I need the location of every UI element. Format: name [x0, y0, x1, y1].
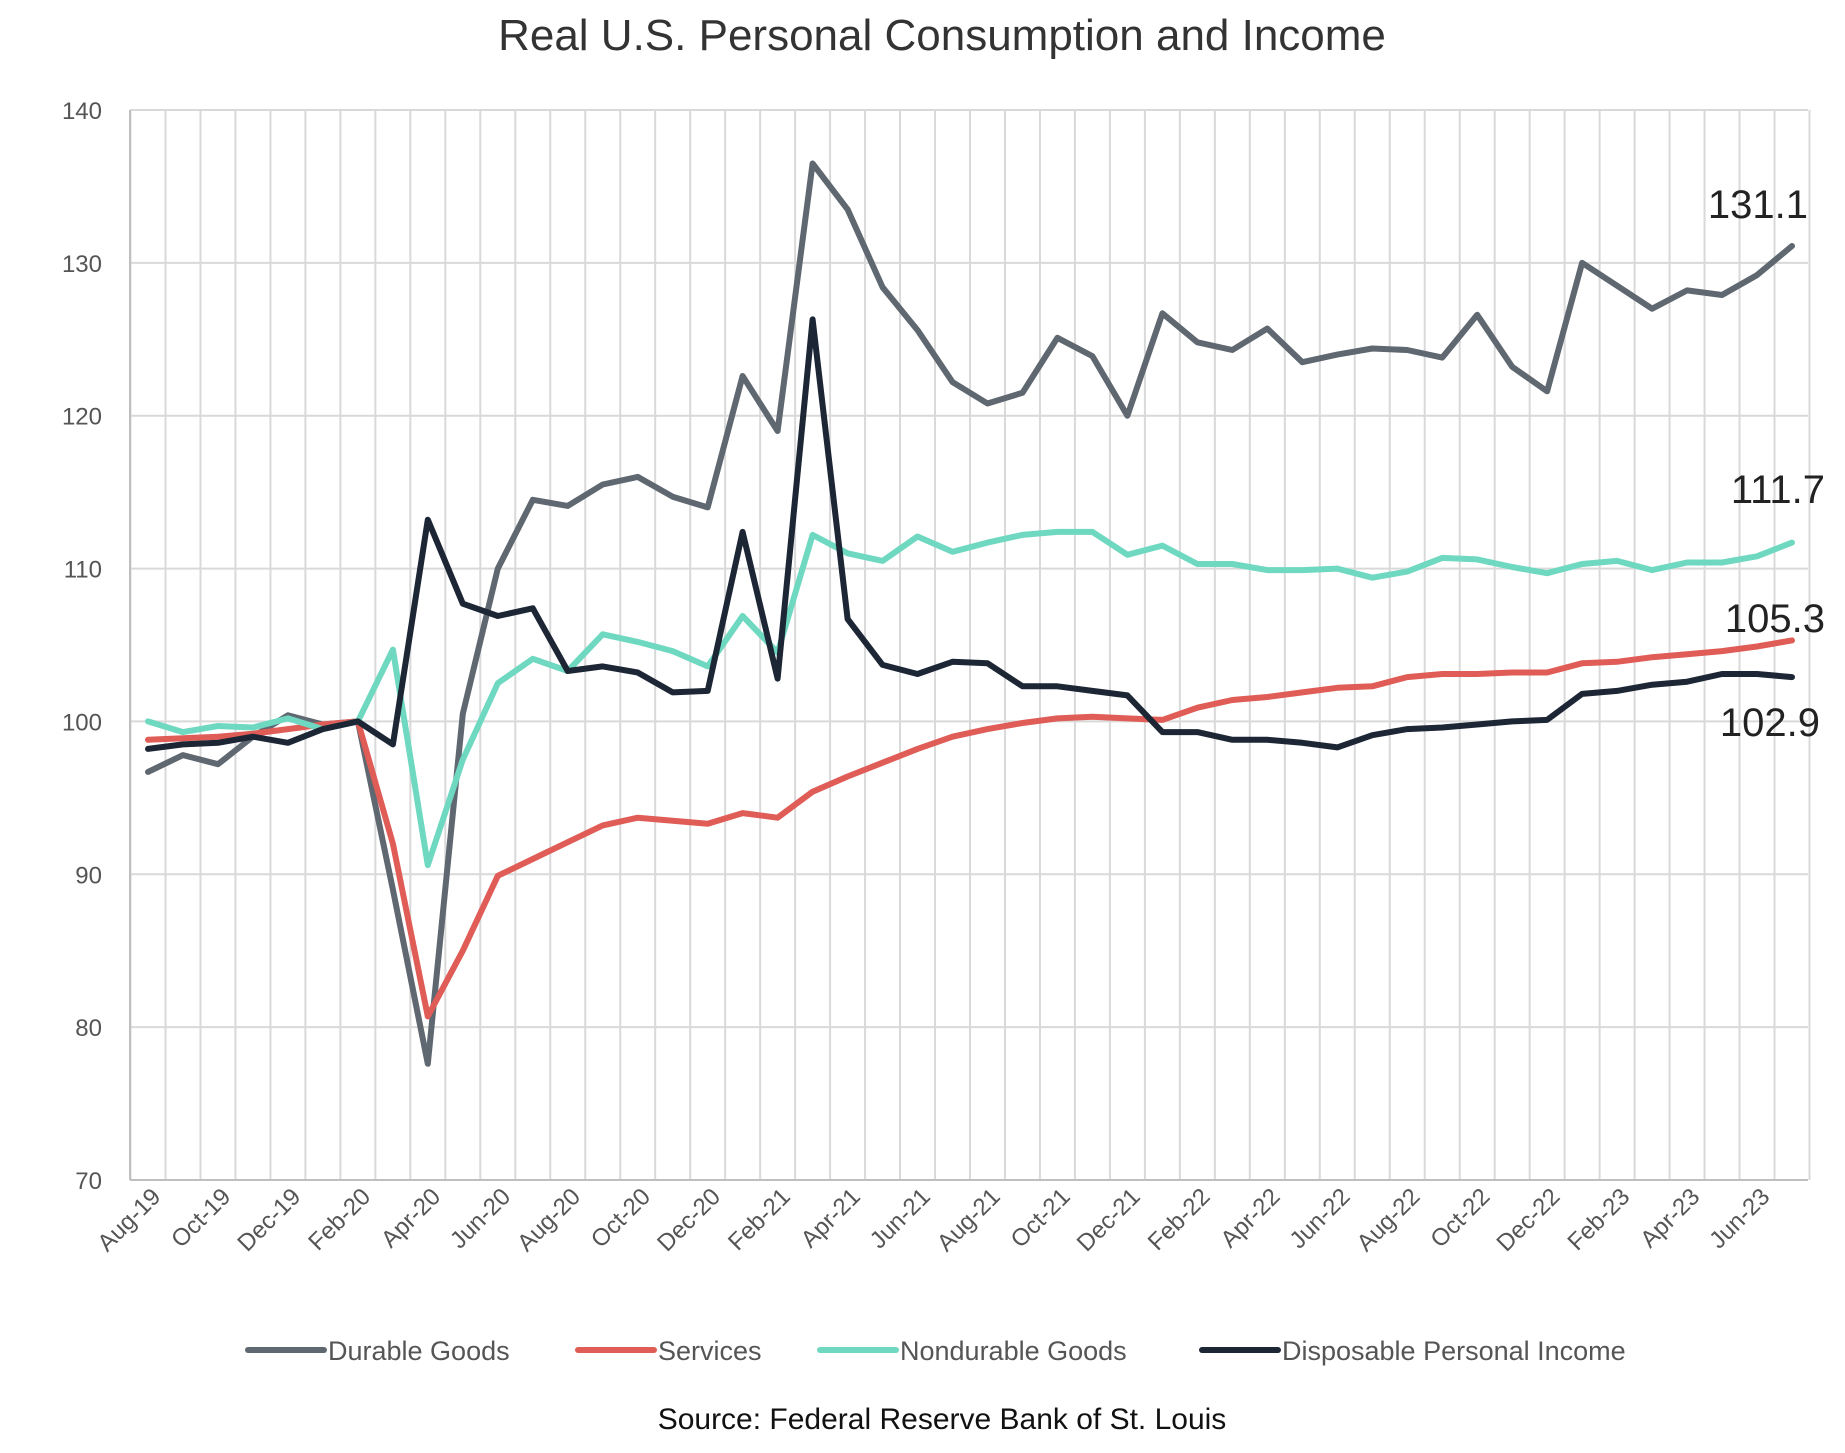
x-tick-label: Apr-21 — [796, 1183, 866, 1253]
legend-label: Disposable Personal Income — [1282, 1336, 1626, 1366]
chart-title: Real U.S. Personal Consumption and Incom… — [498, 11, 1386, 60]
grid — [129, 109, 1811, 1181]
x-tick-label: Dec-19 — [232, 1183, 306, 1257]
series-layer — [145, 160, 1795, 1067]
y-tick-label: 80 — [75, 1015, 102, 1042]
x-tick-label: Apr-22 — [1216, 1183, 1286, 1253]
x-tick-label: Apr-20 — [376, 1183, 446, 1253]
x-tick-label: Feb-23 — [1562, 1183, 1635, 1256]
y-axis: 70 80 90 100 110 120 130 140 — [62, 98, 102, 1195]
y-tick-label: 70 — [75, 1168, 102, 1195]
series-line-disposable-personal-income — [145, 316, 1795, 752]
x-tick-label: Jun-20 — [445, 1183, 516, 1254]
end-label-nondurable-goods: 111.7 — [1731, 468, 1825, 512]
y-tick-label: 100 — [62, 709, 102, 736]
x-tick-label: Dec-22 — [1492, 1183, 1566, 1257]
x-tick-label: Jun-23 — [1704, 1183, 1775, 1254]
legend-label: Services — [658, 1336, 762, 1366]
x-tick-label: Feb-20 — [303, 1183, 376, 1256]
legend-label: Durable Goods — [328, 1336, 510, 1366]
x-tick-label: Oct-19 — [166, 1183, 236, 1253]
x-tick-label: Dec-21 — [1072, 1183, 1146, 1257]
end-label-durable-goods: 131.1 — [1708, 183, 1808, 227]
series-line-durable-goods — [145, 160, 1795, 1067]
x-tick-label: Aug-21 — [932, 1183, 1006, 1257]
source-note: Source: Federal Reserve Bank of St. Loui… — [658, 1403, 1227, 1436]
series-line-services — [145, 637, 1795, 1020]
x-tick-label: Oct-21 — [1006, 1183, 1076, 1253]
legend: Durable Goods Services Nondurable Goods Dis… — [245, 1336, 1626, 1366]
x-tick-label: Feb-21 — [723, 1183, 796, 1256]
x-tick-label: Aug-19 — [92, 1183, 166, 1257]
y-tick-label: 120 — [62, 404, 102, 431]
y-tick-label: 140 — [62, 98, 102, 125]
series-line-nondurable-goods — [145, 528, 1795, 869]
x-tick-label: Aug-22 — [1352, 1183, 1426, 1257]
x-tick-label: Jun-22 — [1285, 1183, 1356, 1254]
y-tick-label: 130 — [62, 251, 102, 278]
end-label-disposable-personal-income: 102.9 — [1720, 701, 1820, 745]
end-label-services: 105.3 — [1725, 597, 1825, 641]
x-tick-label: Oct-22 — [1425, 1183, 1495, 1253]
x-tick-label: Apr-23 — [1635, 1183, 1705, 1253]
x-tick-label: Feb-22 — [1143, 1183, 1216, 1256]
y-tick-label: 110 — [64, 557, 102, 584]
x-tick-label: Jun-21 — [865, 1183, 936, 1254]
legend-label: Nondurable Goods — [900, 1336, 1127, 1366]
x-tick-label: Dec-20 — [652, 1183, 726, 1257]
x-tick-label: Aug-20 — [512, 1183, 586, 1257]
x-tick-label: Oct-20 — [586, 1183, 656, 1253]
y-tick-label: 90 — [75, 862, 102, 889]
end-labels: 131.1 105.3 111.7 102.9 — [1708, 183, 1825, 745]
